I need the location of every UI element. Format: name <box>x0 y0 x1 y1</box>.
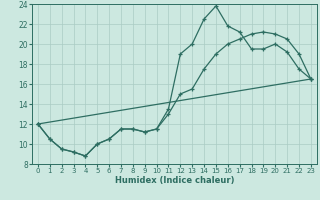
X-axis label: Humidex (Indice chaleur): Humidex (Indice chaleur) <box>115 176 234 185</box>
